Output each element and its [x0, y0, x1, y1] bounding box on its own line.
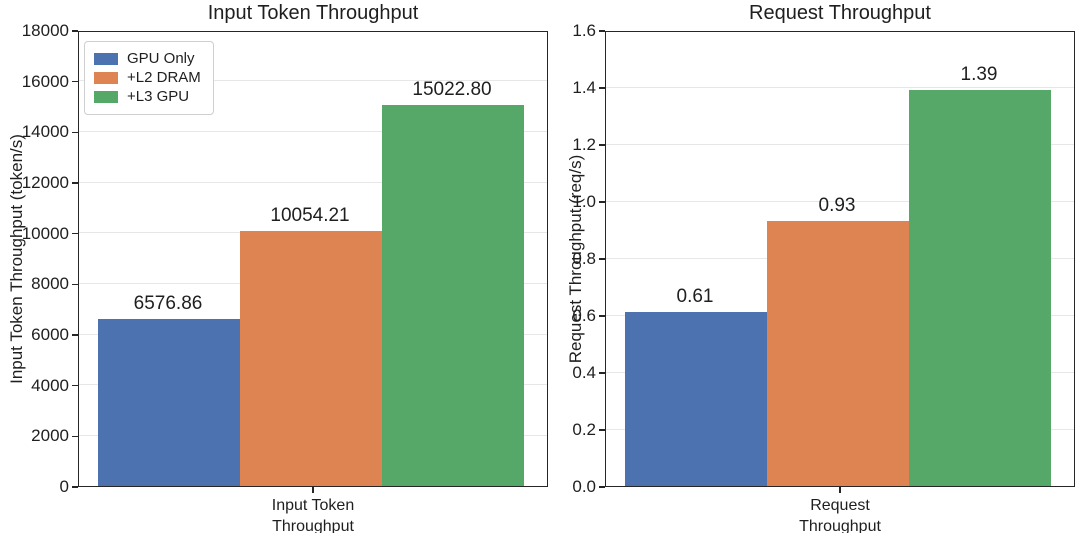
y-tick-mark	[72, 334, 78, 336]
legend-item-label: +L2 DRAM	[127, 69, 201, 86]
y-tick-mark	[599, 315, 605, 317]
y-tick-label: 2000	[31, 426, 69, 446]
bar-l2-dram	[240, 231, 382, 486]
gridline	[79, 130, 547, 132]
y-tick-label: 4000	[31, 375, 69, 395]
y-tick-mark	[599, 258, 605, 260]
x-tick-label: Input Token Throughput	[78, 495, 548, 533]
bar-value-label: 15022.80	[412, 79, 492, 101]
y-tick-label: 0.6	[572, 306, 596, 325]
y-tick-label: 0	[59, 477, 69, 496]
y-tick-label: 1.2	[572, 135, 596, 154]
bar-value-label: 6576.86	[133, 293, 203, 315]
chart-title: Input Token Throughput	[207, 2, 419, 24]
bar-value-label: 0.61	[676, 286, 714, 308]
y-tick-label: 8000	[31, 274, 69, 294]
chart-title: Request Throughput	[749, 2, 931, 24]
x-tick-mark	[312, 487, 314, 493]
y-tick-mark	[72, 283, 78, 285]
legend-item-gpu-only: GPU Only	[94, 51, 201, 67]
y-tick-label: 0.8	[572, 249, 596, 268]
y-tick-mark	[599, 429, 605, 431]
y-tick-mark	[599, 87, 605, 89]
y-tick-mark	[72, 435, 78, 437]
legend-swatch-gpu-only	[94, 53, 118, 65]
bar-gpu-only	[625, 312, 767, 486]
y-tick-mark	[599, 486, 605, 488]
legend-swatch-l2-dram	[94, 72, 118, 84]
y-tick-label: 1.0	[572, 192, 596, 211]
y-tick-label: 16000	[21, 71, 69, 91]
x-tick-label: Request Throughput	[605, 495, 1075, 533]
y-tick-label: 6000	[31, 325, 69, 344]
y-tick-mark	[72, 30, 78, 32]
y-tick-mark	[599, 30, 605, 32]
bar-l3-gpu	[909, 89, 1051, 486]
x-tick-label-line: Request	[810, 497, 870, 514]
y-tick-mark	[72, 486, 78, 488]
x-tick-mark	[839, 487, 841, 493]
y-tick-mark	[72, 182, 78, 184]
gridline	[606, 200, 1074, 202]
y-tick-mark	[599, 144, 605, 146]
y-tick-mark	[72, 131, 78, 133]
y-tick-label: 0.0	[572, 477, 596, 496]
y-tick-label: 10000	[21, 223, 69, 243]
x-tick-label-line: Throughput	[799, 518, 881, 533]
gridline	[79, 181, 547, 183]
gridline	[79, 80, 547, 82]
bar-l3-gpu	[382, 105, 524, 486]
y-tick-label: 14000	[21, 122, 69, 142]
legend-item-label: +L3 GPU	[127, 88, 190, 105]
bar-value-label: 10054.21	[270, 205, 350, 227]
y-tick-mark	[72, 385, 78, 387]
y-tick-label: 12000	[21, 173, 69, 192]
y-tick-label: 0.4	[572, 363, 596, 382]
plot-area	[78, 31, 548, 487]
legend-item-l3-gpu: +L3 GPU	[94, 89, 201, 105]
bar-value-label: 1.39	[960, 63, 998, 85]
y-tick-label: 1.4	[572, 78, 596, 97]
bar-l2-dram	[767, 220, 909, 486]
gridline	[606, 86, 1074, 88]
legend-item-label: GPU Only	[127, 50, 195, 67]
y-tick-label: 1.6	[572, 21, 596, 40]
y-tick-mark	[72, 81, 78, 83]
x-tick-label-line: Throughput	[272, 518, 354, 533]
bar-value-label: 0.93	[818, 194, 856, 216]
x-tick-label-line: Input Token	[271, 497, 355, 514]
bar-gpu-only	[98, 319, 240, 486]
y-tick-mark	[599, 201, 605, 203]
y-tick-label: 18000	[21, 21, 69, 40]
legend-swatch-l3-gpu	[94, 91, 118, 103]
y-tick-label: 0.2	[572, 420, 596, 439]
legend: GPU Only +L2 DRAM +L3 GPU	[84, 41, 214, 115]
y-tick-mark	[599, 372, 605, 374]
gridline	[606, 143, 1074, 145]
legend-item-l2-dram: +L2 DRAM	[94, 70, 201, 86]
y-tick-mark	[72, 233, 78, 235]
plot-area	[605, 31, 1075, 487]
